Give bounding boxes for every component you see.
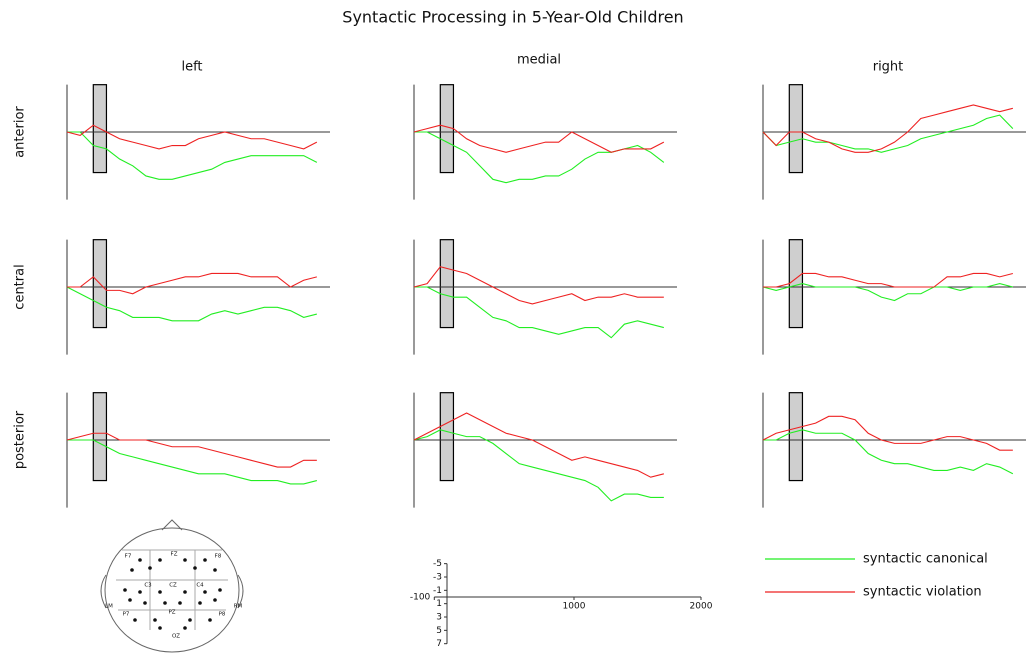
electrode xyxy=(158,626,162,630)
x-tick-label: 2000 xyxy=(690,602,713,612)
electrode xyxy=(138,590,142,594)
electrode xyxy=(123,588,127,592)
waveform xyxy=(414,286,664,339)
electrode-label: PZ xyxy=(168,610,175,616)
column-label: left xyxy=(181,60,202,75)
electrode xyxy=(203,590,207,594)
electrode-label: OZ xyxy=(172,634,180,640)
waveform xyxy=(67,272,317,295)
electrode xyxy=(183,626,187,630)
nose xyxy=(161,519,183,531)
column-label: medial xyxy=(517,53,561,68)
electrode-label: C3 xyxy=(144,583,152,589)
head-outline xyxy=(104,527,240,653)
time-window xyxy=(439,392,455,482)
electrode-label: CZ xyxy=(169,583,177,589)
electrode xyxy=(213,568,217,572)
row-label: anterior xyxy=(13,106,28,158)
electrode xyxy=(130,568,134,572)
y-tick-label: 5 xyxy=(436,626,442,636)
electrode xyxy=(158,590,162,594)
electrode-label: P8 xyxy=(219,612,226,618)
electrode xyxy=(188,618,192,622)
electrode xyxy=(148,566,152,570)
waveform xyxy=(763,272,1013,288)
waveform xyxy=(762,104,1013,153)
electrode-label: LM xyxy=(105,604,113,610)
waveform xyxy=(66,432,317,468)
legend-label: syntactic canonical xyxy=(863,552,988,567)
electrode xyxy=(183,558,187,562)
time-window xyxy=(439,239,455,329)
waveform xyxy=(413,412,664,478)
electrode xyxy=(198,601,202,605)
head-map xyxy=(100,519,244,653)
electrode xyxy=(163,601,167,605)
waveform xyxy=(413,266,664,305)
electrode xyxy=(178,601,182,605)
waveform xyxy=(763,429,1014,475)
chart-title: Syntactic Processing in 5-Year-Old Child… xyxy=(342,8,683,27)
row-label: central xyxy=(13,264,28,309)
electrode xyxy=(158,558,162,562)
x-tick-label: -100 xyxy=(410,593,431,603)
waveform xyxy=(762,415,1013,451)
y-tick-label: -5 xyxy=(433,559,442,569)
electrode xyxy=(208,618,212,622)
waveform xyxy=(66,124,318,150)
x-tick-label: 1000 xyxy=(563,602,586,612)
electrode-label: C4 xyxy=(196,583,204,589)
electrode xyxy=(133,618,137,622)
y-tick-label: -3 xyxy=(433,572,442,582)
electrode xyxy=(128,598,132,602)
electrode-label: F8 xyxy=(215,554,222,560)
y-tick-label: 1 xyxy=(436,599,442,609)
region-grid xyxy=(116,549,228,630)
waveform xyxy=(413,429,664,502)
electrode xyxy=(138,558,142,562)
electrode-label: F7 xyxy=(125,554,132,560)
time-window xyxy=(788,84,804,174)
y-tick-label: 3 xyxy=(436,613,442,623)
row-label: posterior xyxy=(13,410,28,469)
y-tick-label: -1 xyxy=(433,586,442,596)
electrode xyxy=(193,566,197,570)
waveform xyxy=(762,114,1014,153)
electrode xyxy=(218,588,222,592)
time-window xyxy=(92,392,108,482)
electrode-label: FZ xyxy=(171,552,178,558)
legend-label: syntactic violation xyxy=(863,585,982,600)
electrode xyxy=(153,618,157,622)
ear xyxy=(100,574,107,609)
time-window xyxy=(788,392,804,482)
electrode xyxy=(143,601,147,605)
electrode-label: RM xyxy=(234,604,243,610)
y-tick-label: 7 xyxy=(436,639,442,649)
waveform xyxy=(66,286,317,322)
waveform xyxy=(413,124,665,153)
electrode xyxy=(213,598,217,602)
waveform xyxy=(67,131,318,180)
ear xyxy=(237,574,244,609)
waveform xyxy=(67,439,317,485)
column-label: right xyxy=(873,60,904,75)
waveform xyxy=(762,283,1013,302)
electrode xyxy=(183,590,187,594)
electrode xyxy=(203,558,207,562)
electrode-label: P7 xyxy=(123,612,130,618)
